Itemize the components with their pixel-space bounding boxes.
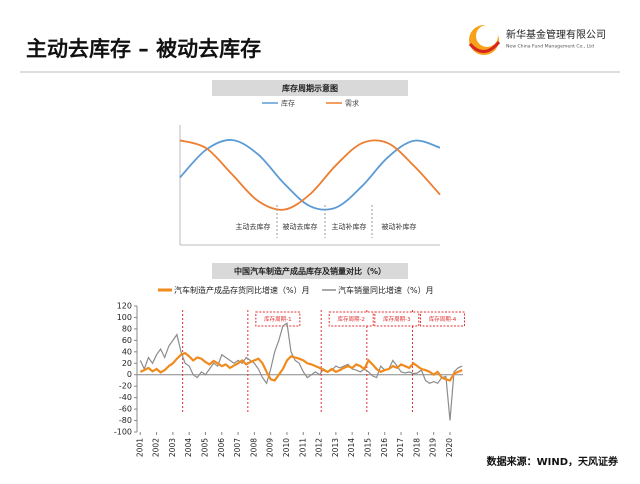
y-tick-label: 100 [117, 313, 132, 322]
y-tick-label: -40 [119, 393, 132, 402]
x-tick-label: 2006 [217, 438, 226, 457]
cycle-curve [179, 139, 441, 211]
x-tick-label: 2018 [412, 438, 421, 457]
x-tick-label: 2007 [233, 438, 242, 457]
legend-label: 需求 [345, 99, 359, 108]
logo [468, 25, 501, 55]
x-tick-label: 2001 [135, 438, 144, 457]
cycle-curve [179, 139, 441, 211]
x-tick-label: 2011 [298, 438, 307, 457]
cycle-label: 库存周期-2 [337, 315, 364, 323]
x-tick-label: 2004 [184, 438, 193, 457]
cycle-label: 库存周期-1 [264, 315, 291, 323]
chart-title-bar [212, 263, 408, 279]
phase-label: 被动去库存 [283, 222, 318, 231]
y-tick-label: -100 [114, 428, 132, 437]
y-tick-label: 60 [122, 336, 132, 345]
series-line [139, 351, 463, 382]
legend-label: 库存 [281, 99, 295, 108]
company-name: 新华基金管理有限公司 [506, 28, 606, 41]
legend-label: 汽车制造产成品存货同比增速（%）月 [174, 285, 310, 295]
x-tick-label: 2014 [347, 438, 356, 457]
cycle-label-box [255, 311, 301, 327]
x-tick-label: 2013 [331, 438, 340, 457]
company-name-en: New China Fund Management Co., Ltd [506, 44, 594, 50]
y-tick-label: 80 [122, 324, 132, 333]
legend-label: 汽车销量同比增速（%）月 [338, 285, 434, 295]
series-line [139, 322, 463, 421]
phase-label: 被动补库存 [382, 222, 417, 231]
phase-label: 主动去库存 [236, 222, 271, 231]
chart-title-bar [212, 80, 408, 96]
x-tick-label: 2015 [363, 438, 372, 457]
y-tick-label: -60 [119, 405, 132, 414]
x-tick-label: 2003 [168, 438, 177, 457]
slide-title: 主动去库存 – 被动去库存 [26, 37, 261, 61]
x-tick-label: 2017 [396, 438, 405, 457]
y-tick-label: -20 [119, 382, 132, 391]
cycle-label: 库存周期-3 [383, 315, 411, 323]
phase-label: 主动补库存 [332, 222, 367, 231]
y-tick-label: 40 [122, 347, 132, 356]
y-tick-label: 20 [122, 359, 132, 368]
x-tick-label: 2005 [200, 438, 209, 457]
x-tick-label: 2002 [152, 438, 161, 457]
cycle-label-box [374, 311, 420, 327]
x-tick-label: 2009 [266, 438, 275, 457]
x-tick-label: 2016 [380, 438, 389, 457]
y-tick-label: 120 [117, 302, 132, 311]
y-tick-label: -80 [119, 416, 132, 425]
x-tick-label: 2019 [429, 438, 438, 457]
x-tick-label: 2010 [282, 438, 291, 457]
chart-title: 中国汽车制造产成品库存及销量对比（%） [234, 266, 386, 276]
chart-title: 库存周期示意图 [282, 83, 338, 93]
x-tick-label: 2020 [445, 438, 454, 457]
x-tick-label: 2012 [315, 438, 324, 457]
source-note: 数据来源：WIND，天风证券 [487, 455, 619, 468]
x-tick-label: 2008 [249, 438, 258, 457]
y-tick-label: 0 [127, 370, 132, 379]
cycle-label-box [328, 311, 374, 327]
cycle-label-box [419, 311, 465, 327]
cycle-label: 库存周期-4 [429, 315, 457, 323]
